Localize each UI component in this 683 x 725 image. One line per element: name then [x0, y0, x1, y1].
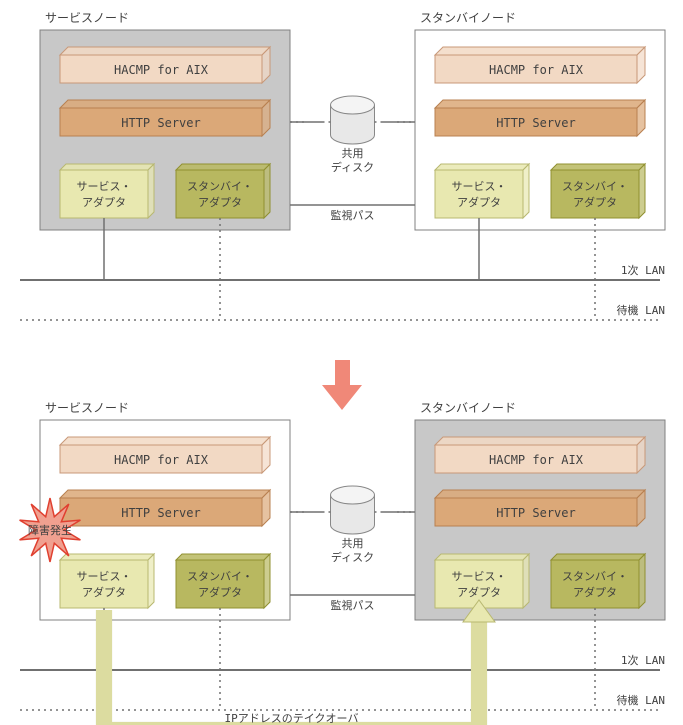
svc-adapter-l1: サービス・ [77, 180, 132, 193]
takeover-label: IPアドレスのテイクオーバ [225, 712, 359, 725]
stby-adapter-l1: スタンバイ・ [187, 570, 253, 583]
svc-adapter-l1: サービス・ [452, 570, 507, 583]
primary-lan-label: 1次 LAN [621, 653, 665, 667]
disk-l2: ディスク [331, 160, 374, 174]
shared-disk [331, 486, 375, 534]
http-label: HTTP Server [121, 506, 200, 520]
svc-adapter-l2: アダプタ [457, 195, 501, 209]
disk-l2: ディスク [331, 550, 374, 564]
hacmp-label: HACMP for AIX [489, 63, 584, 77]
svc-adapter-l1: サービス・ [77, 570, 132, 583]
standby-node-title: スタンバイノード [420, 401, 516, 415]
hacmp-label: HACMP for AIX [489, 453, 584, 467]
svc-adapter-l2: アダプタ [82, 585, 126, 599]
hacmp-label: HACMP for AIX [114, 63, 209, 77]
disk-l1: 共用 [342, 147, 364, 160]
svc-adapter-l1: サービス・ [452, 180, 507, 193]
stby-adapter-l2: アダプタ [573, 195, 617, 209]
service-node-title: サービスノード [45, 401, 129, 415]
stby-adapter-l2: アダプタ [198, 585, 242, 599]
svc-adapter-l2: アダプタ [82, 195, 126, 209]
failure-label: 障害発生 [28, 523, 72, 537]
stby-adapter-l2: アダプタ [198, 195, 242, 209]
service-node-title: サービスノード [45, 11, 129, 25]
stby-adapter-l1: スタンバイ・ [562, 570, 628, 583]
disk-l1: 共用 [342, 537, 364, 550]
stby-adapter-l2: アダプタ [573, 585, 617, 599]
svc-adapter-l2: アダプタ [457, 585, 501, 599]
stby-adapter-l1: スタンバイ・ [562, 180, 628, 193]
standby-lan-label: 待機 LAN [617, 693, 666, 707]
http-label: HTTP Server [121, 116, 200, 130]
monitor-path-label: 監視パス [331, 208, 375, 222]
http-label: HTTP Server [496, 506, 575, 520]
shared-disk [331, 96, 375, 144]
hacmp-label: HACMP for AIX [114, 453, 209, 467]
monitor-path-label: 監視パス [331, 598, 375, 612]
stby-adapter-l1: スタンバイ・ [187, 180, 253, 193]
primary-lan-label: 1次 LAN [621, 263, 665, 277]
http-label: HTTP Server [496, 116, 575, 130]
standby-node-title: スタンバイノード [420, 11, 516, 25]
transition-arrow [322, 360, 362, 410]
standby-lan-label: 待機 LAN [617, 303, 666, 317]
